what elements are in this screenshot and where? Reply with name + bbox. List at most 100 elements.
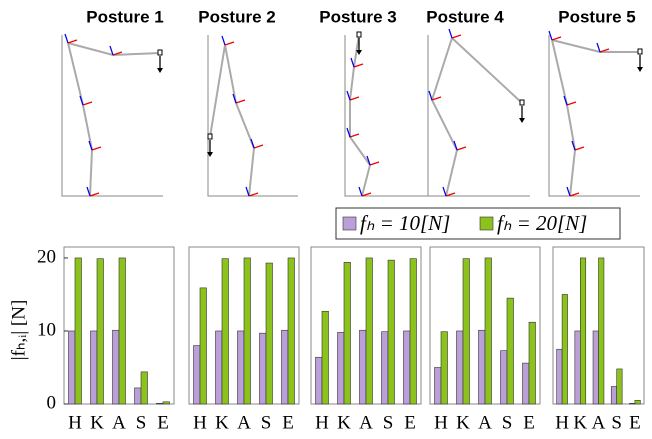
x-tick-label: K [573, 412, 587, 433]
joint-frame-y [429, 91, 432, 100]
joint-frame-x [254, 145, 263, 148]
bar [441, 332, 448, 404]
bar [266, 263, 273, 404]
x-tick-label: K [337, 412, 351, 433]
chart-title: Posture 2 [198, 7, 275, 26]
joint-frame-y [222, 36, 225, 45]
bar [200, 288, 207, 404]
joint-frame-x [350, 97, 359, 100]
chart-title: Posture 4 [426, 7, 504, 26]
x-tick-label: S [383, 412, 394, 433]
x-tick-label: S [136, 412, 147, 433]
posture-links [432, 38, 457, 196]
y-tick-label: 20 [37, 246, 56, 267]
joint-frame-x [457, 147, 466, 150]
chart-title: Posture 5 [558, 7, 635, 26]
posture-frame [428, 35, 530, 196]
posture-links [68, 43, 92, 196]
bar [523, 363, 530, 404]
joint-frame-x [370, 162, 379, 165]
posture-arm [452, 38, 522, 103]
bar [404, 331, 411, 404]
posture-links [350, 67, 370, 196]
joint-frame-x [225, 42, 234, 45]
joint-frame-y [449, 29, 452, 38]
posture-arm [68, 43, 160, 55]
bar [344, 262, 351, 404]
joint-frame-y [443, 187, 446, 196]
hand-marker [208, 134, 212, 139]
bar [457, 331, 464, 404]
x-tick-label: E [282, 412, 294, 433]
bar [119, 258, 126, 404]
chart-title: Posture 1 [86, 7, 163, 26]
bar [75, 258, 82, 404]
bar [463, 259, 470, 404]
bar [338, 332, 345, 404]
legend-swatch [343, 217, 356, 230]
x-tick-label: S [502, 412, 513, 433]
posture-links [225, 45, 254, 196]
chart-title: Posture 3 [319, 7, 396, 26]
bar [91, 331, 98, 404]
legend-swatch [480, 217, 493, 230]
joint-frame-y [65, 34, 68, 43]
figure: |fₕ,ᵢ| [N] Posture 101020HKASEPosture 2H… [0, 0, 652, 439]
bar [382, 332, 389, 404]
x-tick-label: A [359, 412, 373, 433]
bar [507, 298, 514, 404]
x-tick-label: H [315, 412, 329, 433]
bar [529, 322, 536, 404]
bar [388, 260, 395, 404]
bar [479, 330, 486, 404]
joint-frame-x [452, 35, 461, 38]
x-tick-label: E [157, 412, 169, 433]
bar [113, 330, 120, 404]
bar [288, 258, 295, 404]
x-tick-label: S [261, 412, 272, 433]
joint-frame-x [92, 147, 101, 150]
bar [557, 349, 562, 404]
bar [260, 333, 267, 404]
bar [501, 351, 508, 404]
hand-marker [158, 50, 162, 55]
y-axis-label: |fₕ,ᵢ| [N] [8, 300, 29, 361]
x-tick-label: H [555, 412, 569, 433]
force-arrow-head [637, 67, 643, 72]
bar [97, 259, 104, 404]
hand-marker [520, 100, 524, 105]
bar [322, 311, 329, 404]
joint-frame-x [350, 134, 359, 137]
posture-frame [62, 35, 163, 196]
bar [157, 403, 164, 404]
bar [562, 294, 567, 404]
joint-frame-x [236, 100, 245, 103]
x-tick-label: A [237, 412, 251, 433]
x-tick-label: E [629, 412, 641, 433]
bar [435, 367, 442, 404]
joint-frame-x [567, 102, 576, 105]
bar [360, 330, 367, 404]
bar [141, 372, 148, 404]
bar [485, 258, 492, 404]
bar [611, 386, 616, 404]
posture-frame [549, 35, 640, 196]
x-tick-label: A [112, 412, 126, 433]
bar [580, 258, 585, 404]
bar [69, 331, 76, 404]
joint-frame-x [68, 40, 77, 43]
hand-marker [638, 49, 642, 54]
postures [62, 29, 643, 196]
x-tick-label: E [523, 412, 535, 433]
posture-arm [210, 45, 225, 137]
posture-frame [208, 35, 298, 196]
bar [410, 259, 417, 404]
y-tick-label: 10 [37, 319, 56, 340]
bar [282, 330, 289, 404]
bar [316, 357, 323, 404]
x-tick-label: H [434, 412, 448, 433]
x-tick-label: E [404, 412, 416, 433]
x-tick-label: S [611, 412, 622, 433]
posture-links [552, 40, 575, 196]
x-tick-label: K [90, 412, 104, 433]
